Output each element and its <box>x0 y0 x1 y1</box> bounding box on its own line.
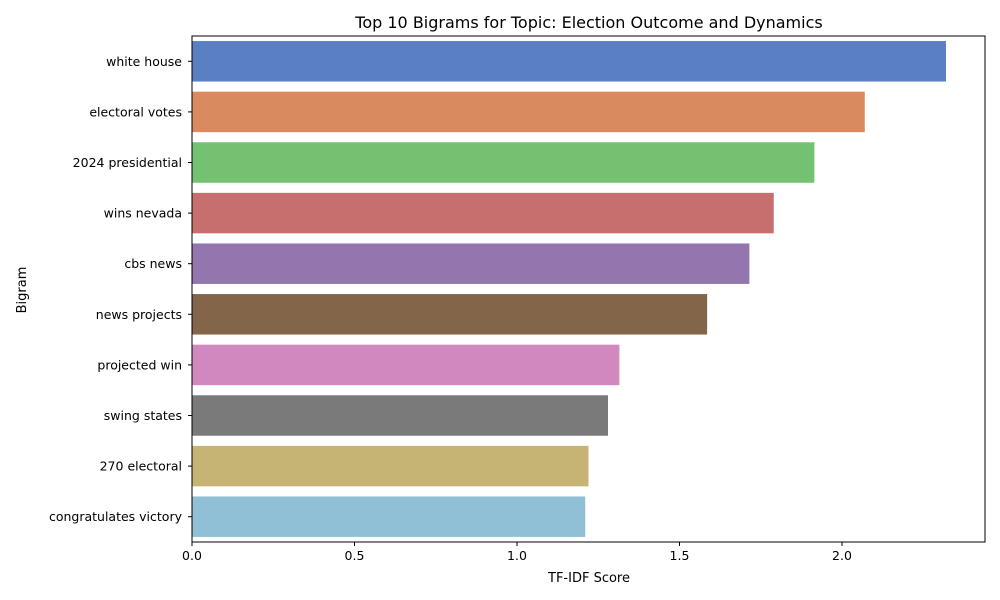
chart-title: Top 10 Bigrams for Topic: Election Outco… <box>354 13 822 32</box>
bars-group <box>192 41 946 537</box>
x-tick-label: 1.0 <box>507 548 527 563</box>
y-tick-label: news projects <box>96 307 182 322</box>
bar-6 <box>192 344 620 386</box>
bar-8 <box>192 445 589 487</box>
x-tick-label: 1.5 <box>670 548 690 563</box>
x-tick-label: 0.0 <box>182 548 202 563</box>
y-tick-label: wins nevada <box>104 206 182 221</box>
y-tick-label: projected win <box>97 357 182 372</box>
x-tick-label: 0.5 <box>345 548 365 563</box>
y-tick-label: cbs news <box>124 256 182 271</box>
y-tick-label: white house <box>106 54 182 69</box>
y-tick-label: 2024 presidential <box>73 155 182 170</box>
bar-1 <box>192 91 865 133</box>
y-ticks-group: white house electoral votes 2024 president… <box>49 54 192 524</box>
y-tick-label: swing states <box>104 408 182 423</box>
bar-2 <box>192 142 815 183</box>
bar-4 <box>192 243 750 284</box>
x-tick-label: 2.0 <box>832 548 852 563</box>
bar-0 <box>192 41 946 82</box>
y-tick-label: electoral votes <box>89 104 182 119</box>
x-axis-label: TF-IDF Score <box>547 571 630 586</box>
y-axis-label: Bigram <box>15 267 30 314</box>
bar-3 <box>192 192 774 234</box>
plot-frame <box>191 35 986 543</box>
bar-5 <box>192 294 708 335</box>
y-tick-label: congratulates victory <box>49 509 183 524</box>
y-tick-label: 270 electoral <box>100 459 182 474</box>
x-ticks-group: 0.0 0.5 1.0 1.5 2.0 <box>182 542 852 563</box>
bar-9 <box>192 496 586 537</box>
bar-7 <box>192 395 608 436</box>
